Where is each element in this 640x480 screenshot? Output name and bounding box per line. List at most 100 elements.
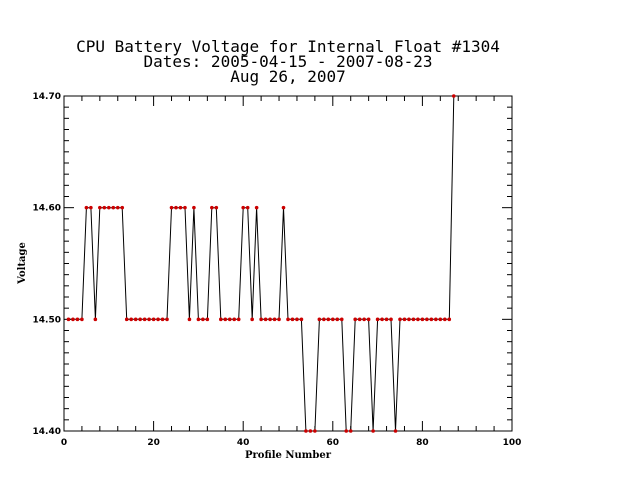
data-point [129,317,133,322]
data-point [259,317,263,322]
data-point [277,317,281,322]
data-point [107,205,111,210]
plot-frame [63,95,513,432]
data-point [313,429,317,433]
data-point [187,317,192,322]
data-point [429,317,434,322]
series-line [68,95,455,432]
data-point [115,205,120,210]
data-point [192,205,196,210]
data-point [411,317,416,322]
y-tick-label: 14.50 [33,315,61,325]
data-point [438,317,443,322]
data-point [317,317,322,322]
data-point [362,317,366,322]
data-point [263,317,268,322]
data-point [111,205,116,210]
data-point [66,317,71,322]
data-point [272,317,277,322]
data-point [124,317,129,322]
data-point [375,317,380,322]
data-point [84,205,89,210]
data-point [447,317,452,322]
data-point [178,205,183,210]
data-point [205,317,210,322]
data-point [160,317,165,322]
chart-title-line-3: Aug 26, 2007 [230,67,346,86]
data-point [232,317,237,322]
data-point [281,205,286,210]
data-point [102,205,107,210]
data-point [236,317,241,322]
data-point [380,317,384,322]
data-point [366,317,371,322]
data-point [71,317,75,322]
x-tick-label: 20 [147,438,160,448]
data-point [344,429,349,433]
y-axis: 14.40 14.50 14.60 14.70 [33,92,512,437]
data-point [434,317,438,322]
data-point [268,317,272,322]
data-point [93,317,98,322]
data-point [133,317,138,322]
data-point [165,317,169,322]
data-point [353,317,358,322]
x-tick-label: 100 [503,438,522,448]
data-point [322,317,326,322]
data-point [290,317,295,322]
data-point [357,317,362,322]
data-point [75,317,80,322]
data-point [420,317,425,322]
data-point [407,317,411,322]
x-tick-label: 80 [416,438,429,448]
data-point [254,205,259,210]
data-point [223,317,228,322]
data-point [151,317,156,322]
x-tick-label: 0 [61,438,67,448]
data-point [451,94,456,98]
x-axis: 0 20 40 60 80 100 [61,96,522,448]
data-point [142,317,147,322]
chart-title-line-2: Dates: 2005-04-15 - 2007-08-23 [144,52,433,71]
data-point [348,429,353,433]
data-point [219,317,223,322]
data-point [156,317,160,322]
data-point [227,317,232,322]
data-point [335,317,340,322]
data-point [245,205,250,210]
x-tick-label: 60 [327,438,340,448]
data-point [214,205,219,210]
data-point [147,317,151,322]
data-point [241,205,245,210]
data-point [425,317,429,322]
data-point [138,317,142,322]
data-point [250,317,254,322]
data-point [295,317,299,322]
data-point [339,317,344,322]
x-axis-label: Profile Number [245,450,332,461]
data-point [304,429,308,433]
data-point [183,205,187,210]
chart-title-line-1: CPU Battery Voltage for Internal Float #… [76,37,500,56]
data-point [326,317,331,322]
x-tick-label: 40 [237,438,250,448]
data-point [210,205,214,210]
data-point [98,205,102,210]
data-point [443,317,447,322]
y-tick-label: 14.60 [33,204,61,214]
data-point [389,317,393,322]
data-point [308,429,313,433]
data-point [393,429,398,433]
data-point [89,205,93,210]
data-point [286,317,290,322]
y-tick-label: 14.40 [33,427,61,437]
y-axis-label: Voltage [17,242,28,285]
data-point [120,205,125,210]
data-point [80,317,84,322]
data-point [299,317,304,322]
y-tick-label: 14.70 [33,92,61,102]
data-point [196,317,201,322]
data-point [398,317,402,322]
data-point [201,317,205,322]
data-point [169,205,174,210]
